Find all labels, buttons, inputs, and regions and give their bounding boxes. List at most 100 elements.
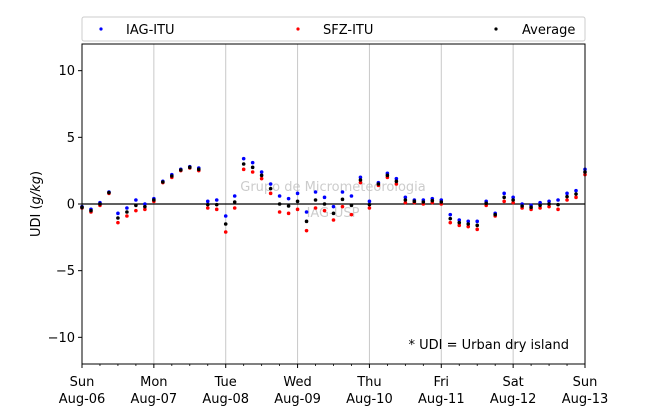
data-point <box>205 202 210 207</box>
data-point <box>430 198 435 203</box>
legend-marker <box>494 27 498 31</box>
y-tick-label: 10 <box>58 64 75 79</box>
data-point <box>268 191 273 196</box>
data-point <box>322 195 327 200</box>
data-point <box>538 206 542 210</box>
data-point <box>205 199 210 204</box>
data-point <box>349 212 354 217</box>
data-point <box>403 195 408 200</box>
x-tick-date: Aug-09 <box>274 392 321 407</box>
data-point <box>259 176 264 181</box>
x-tick-label: Fri Aug-11 <box>418 375 465 407</box>
data-point <box>358 178 363 182</box>
data-point <box>214 202 219 207</box>
x-tick-label: Wed Aug-09 <box>274 375 321 407</box>
data-point <box>448 220 453 225</box>
y-axis-label-unit: g/kg <box>29 176 44 204</box>
data-point <box>268 186 273 191</box>
x-tick-date: Aug-07 <box>131 392 178 407</box>
x-tick-day: Mon <box>140 375 167 390</box>
data-point <box>277 202 282 206</box>
x-tick-date: Aug-13 <box>562 392 609 407</box>
x-tick-label: Sun Aug-13 <box>562 375 609 407</box>
x-tick-label: Thu Aug-10 <box>346 375 393 407</box>
data-point <box>196 167 201 172</box>
data-point <box>125 210 129 214</box>
data-point <box>286 204 291 208</box>
x-tick-label: Mon Aug-07 <box>131 375 178 407</box>
legend-marker <box>99 27 103 31</box>
data-point <box>475 223 480 228</box>
data-point <box>143 204 147 209</box>
data-point <box>502 195 506 200</box>
x-tick-label: Sun Aug-06 <box>59 375 106 407</box>
data-point <box>376 182 381 186</box>
data-point <box>241 162 246 166</box>
data-point <box>295 191 300 196</box>
data-point <box>538 200 542 205</box>
data-point <box>367 202 372 207</box>
data-point <box>511 198 515 202</box>
data-point <box>538 203 542 208</box>
data-point <box>475 219 480 224</box>
data-point <box>556 198 560 202</box>
data-point <box>466 222 471 226</box>
data-point <box>520 204 524 208</box>
x-tick-day: Thu <box>356 375 381 390</box>
x-tick-day: Wed <box>283 375 311 390</box>
data-point <box>232 194 237 198</box>
data-point <box>304 228 309 233</box>
data-point <box>547 204 551 209</box>
y-tick-label: 5 <box>67 131 75 146</box>
data-point <box>170 174 174 178</box>
data-point <box>340 190 345 194</box>
data-point <box>385 173 390 178</box>
y-tick-label: −10 <box>48 331 75 346</box>
data-point <box>187 165 192 170</box>
data-point <box>457 218 462 222</box>
data-point <box>223 230 228 234</box>
series-average <box>80 162 587 228</box>
data-point <box>574 192 578 196</box>
data-point <box>161 180 165 184</box>
data-point <box>286 211 291 216</box>
y-tick-label: −5 <box>56 264 75 279</box>
data-point <box>223 214 228 218</box>
x-tick-date: Aug-11 <box>418 392 465 407</box>
data-point <box>457 220 462 225</box>
data-point <box>448 216 453 221</box>
data-point <box>214 198 219 202</box>
data-point <box>116 211 120 216</box>
data-point <box>565 194 569 199</box>
data-point <box>448 212 453 217</box>
legend-box <box>81 16 586 42</box>
data-point <box>295 199 300 204</box>
y-axis: −10 −5 0 5 10 <box>48 64 82 346</box>
data-point <box>403 198 408 202</box>
data-point <box>457 223 462 228</box>
data-point <box>340 204 345 209</box>
data-point <box>277 194 282 198</box>
y-axis-label-suffix: ) <box>29 171 44 176</box>
x-tick-date: Aug-08 <box>202 392 249 407</box>
data-point <box>484 201 489 206</box>
data-point <box>574 195 578 200</box>
data-point <box>143 202 147 206</box>
data-point <box>394 176 399 181</box>
data-point <box>556 202 560 207</box>
data-point <box>466 219 471 224</box>
data-point <box>331 218 336 222</box>
y-tick-label: 0 <box>67 198 75 213</box>
data-point <box>349 194 354 198</box>
data-point <box>125 214 129 218</box>
data-point <box>232 206 237 210</box>
data-point <box>98 202 102 206</box>
x-tick-label: Sat Aug-12 <box>490 375 537 407</box>
data-point <box>179 168 183 172</box>
legend-label: Average <box>522 23 575 38</box>
data-point <box>250 170 255 174</box>
data-point <box>304 219 309 224</box>
legend-label: IAG-ITU <box>126 23 175 38</box>
x-axis: Sun Aug-06 Mon Aug-07 Tue Aug-08 Wed Aug-09 Thu A… <box>59 364 609 407</box>
